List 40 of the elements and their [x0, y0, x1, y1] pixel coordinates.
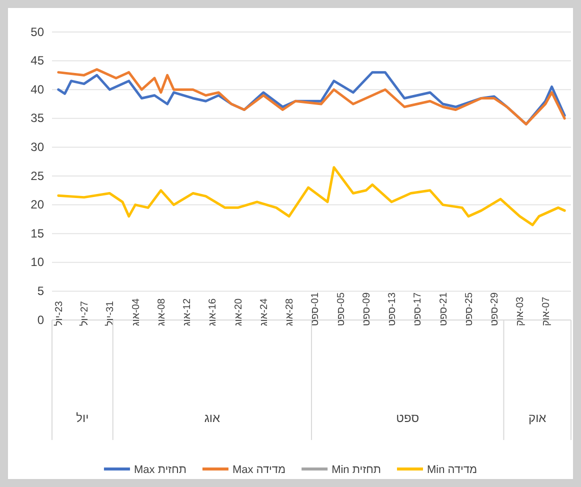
x-tick-label: 25-ספט [464, 292, 475, 326]
y-tick-label: 40 [30, 82, 44, 96]
y-tick-label: 50 [30, 24, 44, 39]
text: אוק [528, 411, 547, 425]
legend-label: Max תחזית [134, 464, 186, 476]
legend-label: Max מדידה [232, 464, 286, 476]
y-tick-label: 10 [30, 255, 44, 270]
x-tick-label: 09-ספט [361, 292, 372, 326]
x-tick-label: 12-אוג [182, 298, 194, 326]
legend-label: Min מדידה [426, 464, 478, 476]
x-tick-label: 07-אוק [540, 296, 552, 326]
x-tick-label: 01-ספט [310, 292, 322, 326]
x-tick-label: 05-ספט [336, 292, 347, 326]
y-tick-label: 35 [30, 111, 44, 126]
x-tick-label: 28-אוג [284, 298, 296, 326]
line-series [57, 166, 566, 226]
y-tick-label: 30 [30, 140, 44, 154]
x-tick-label: 17-ספט [412, 292, 424, 326]
x-tick-label: 31-יול [104, 300, 116, 326]
y-tick-label: 5 [37, 284, 44, 298]
text: ספט [396, 411, 420, 425]
x-tick-label: 20-אוג [233, 298, 244, 326]
x-tick-label: 13-ספט [387, 292, 398, 326]
x-tick-label: 24-אוג [258, 298, 270, 326]
x-tick-label: 08-אוג [156, 298, 168, 326]
text: אוג [204, 411, 221, 425]
x-tick-label: 23-יול [52, 300, 65, 326]
y-tick-label: 45 [30, 54, 44, 68]
text: יול [76, 411, 89, 425]
x-tick-label: 29-ספט [490, 292, 501, 326]
y-tick-label: 20 [30, 198, 44, 212]
y-tick-label: 25 [30, 168, 44, 183]
x-tick-label: 16-אוג [208, 298, 219, 326]
x-tick-label: 03-אוק [515, 296, 526, 326]
y-tick-label: 0 [37, 312, 44, 327]
x-tick-label: 27-יול [78, 300, 91, 326]
x-tick-label: 21-ספט [438, 292, 450, 326]
x-tick-label: 04-אוג [130, 298, 142, 326]
legend-label: Min תחזית [332, 464, 381, 476]
y-tick-label: 15 [30, 226, 44, 240]
